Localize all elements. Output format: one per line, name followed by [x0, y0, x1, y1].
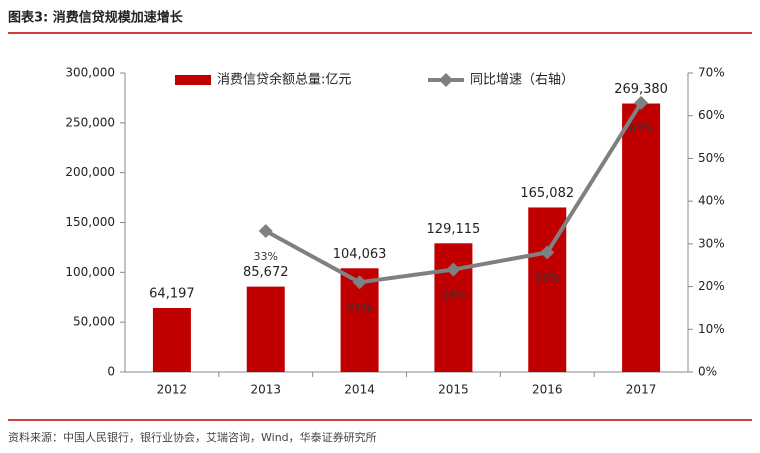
bar-value-label: 129,115	[427, 222, 481, 237]
line-marker	[446, 262, 461, 277]
bar	[622, 103, 661, 372]
y2-tick-label: 70%	[698, 66, 725, 80]
line-value-label: 21%	[347, 301, 371, 314]
x-tick-label: 2017	[626, 383, 657, 397]
y-tick-label: 150,000	[65, 215, 115, 229]
x-tick-label: 2016	[532, 383, 563, 397]
y2-tick-label: 20%	[698, 279, 725, 293]
y-tick-label: 250,000	[65, 115, 115, 129]
bar	[246, 286, 285, 372]
line-value-label: 63%	[629, 122, 653, 135]
line-marker	[634, 95, 649, 110]
x-tick-label: 2014	[344, 383, 375, 397]
line-marker	[352, 275, 367, 290]
legend-marker	[439, 73, 453, 87]
line-value-label: 28%	[535, 271, 559, 284]
y2-tick-label: 40%	[698, 194, 725, 208]
y2-tick-label: 30%	[698, 236, 725, 250]
y2-tick-label: 0%	[698, 365, 717, 379]
y-tick-label: 200,000	[65, 165, 115, 179]
line-marker	[540, 245, 555, 260]
bar-value-label: 64,197	[149, 287, 195, 302]
x-tick-label: 2013	[250, 383, 281, 397]
y-tick-label: 0	[107, 365, 115, 379]
line-value-label: 24%	[441, 288, 465, 301]
y-tick-label: 100,000	[65, 265, 115, 279]
bar	[152, 308, 191, 372]
legend-swatch	[175, 75, 211, 85]
source-note: 资料来源：中国人民银行，银行业协会，艾瑞咨询，Wind，华泰证券研究所	[8, 430, 377, 444]
y2-tick-label: 50%	[698, 151, 725, 165]
bar-value-label: 165,082	[520, 186, 574, 201]
x-tick-label: 2012	[157, 383, 188, 397]
bar-value-label: 269,380	[614, 82, 668, 97]
chart-title: 图表3: 消费信贷规模加速增长	[8, 10, 184, 26]
bar-value-label: 104,063	[333, 247, 387, 262]
legend-label: 同比增速（右轴）	[470, 73, 574, 88]
y2-tick-label: 60%	[698, 108, 725, 122]
legend-label: 消费信贷余额总量:亿元	[217, 72, 351, 88]
line-marker	[258, 224, 273, 239]
y2-tick-label: 10%	[698, 322, 725, 336]
line-value-label: 33%	[254, 250, 278, 263]
y-tick-label: 300,000	[65, 66, 115, 80]
bar-value-label: 85,672	[243, 265, 289, 280]
y-tick-label: 50,000	[73, 315, 115, 329]
x-tick-label: 2015	[438, 383, 469, 397]
